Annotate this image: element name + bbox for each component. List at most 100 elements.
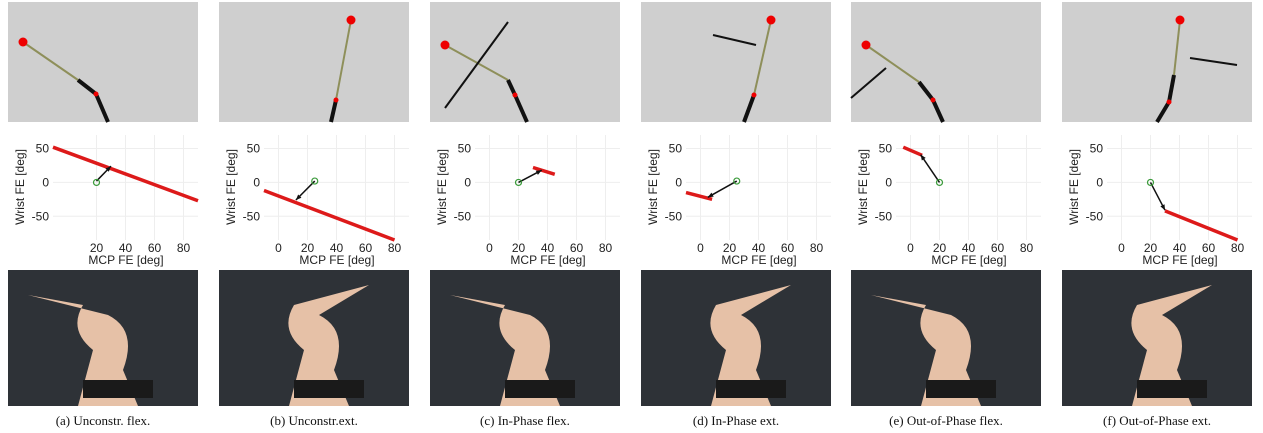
x-tick-label: 0 xyxy=(907,241,914,255)
hand-segment xyxy=(931,99,945,123)
finger-segment xyxy=(22,41,79,81)
hand-photo xyxy=(28,295,138,406)
y-tick-label: 50 xyxy=(247,142,261,156)
joint xyxy=(333,97,339,103)
hand-segment xyxy=(94,93,110,123)
x-tick-label: 60 xyxy=(570,241,584,255)
obstacle xyxy=(1189,57,1238,66)
chart: -50 0 50 0 20 40 60 80 MCP FE [deg] Wrist FE [deg… xyxy=(224,135,409,267)
joint xyxy=(751,92,757,98)
caption: (f) Out-of-Phase ext. xyxy=(1103,413,1211,428)
trajectory-line xyxy=(1164,209,1239,242)
simulation-view xyxy=(641,2,831,122)
x-tick-label: 40 xyxy=(541,241,555,255)
finger-segment xyxy=(1173,19,1181,76)
simulation-view xyxy=(851,2,1041,122)
arrow-head xyxy=(295,194,302,201)
finger-segment xyxy=(753,19,772,96)
target-marker xyxy=(1146,178,1155,187)
x-tick-label: 80 xyxy=(1020,241,1034,255)
y-tick-label: 0 xyxy=(885,175,892,189)
x-axis-label: MCP FE [deg] xyxy=(721,253,796,267)
x-tick-label: 40 xyxy=(752,241,766,255)
target-marker xyxy=(514,178,523,187)
y-axis-label: Wrist FE [deg] xyxy=(1067,149,1081,225)
y-axis-label: Wrist FE [deg] xyxy=(13,149,27,225)
hand-photo xyxy=(710,285,791,406)
joint xyxy=(1166,99,1172,105)
hand-photo xyxy=(450,295,560,406)
y-tick-label: 50 xyxy=(36,142,50,156)
panel: -50 0 50 0 20 40 60 80 MCP FE [deg] Wrist FE [deg… xyxy=(641,2,831,428)
trajectory-line xyxy=(902,145,923,157)
x-tick-label: 20 xyxy=(723,241,737,255)
x-tick-label: 80 xyxy=(810,241,824,255)
y-tick-label: 0 xyxy=(1096,175,1103,189)
y-tick-label: 50 xyxy=(458,142,472,156)
y-axis-label: Wrist FE [deg] xyxy=(856,149,870,225)
obstacle xyxy=(850,67,887,99)
y-tick-label: -50 xyxy=(665,209,683,223)
simulation-view xyxy=(8,2,198,122)
wrist-band xyxy=(294,380,364,398)
x-tick-label: 20 xyxy=(933,241,947,255)
hand-segment xyxy=(917,80,935,102)
y-tick-label: 50 xyxy=(669,142,683,156)
arrow-head xyxy=(1160,204,1165,211)
x-axis-label: MCP FE [deg] xyxy=(299,253,374,267)
y-tick-label: 0 xyxy=(253,175,260,189)
y-tick-label: 0 xyxy=(675,175,682,189)
chart: -50 0 50 0 20 40 60 80 MCP FE [deg] Wrist FE [deg… xyxy=(856,135,1041,267)
joint xyxy=(930,97,936,103)
joint xyxy=(93,91,99,97)
hand-photo xyxy=(871,295,981,406)
chart: -50 0 50 0 20 40 60 80 MCP FE [deg] Wrist FE [deg… xyxy=(646,135,831,267)
hand-segment xyxy=(506,79,517,96)
y-tick-label: 50 xyxy=(879,142,893,156)
arrow-head xyxy=(535,170,542,175)
fingertip xyxy=(1175,15,1185,25)
finger-segment xyxy=(865,44,920,83)
trajectory-line xyxy=(263,188,396,242)
x-tick-label: 60 xyxy=(991,241,1005,255)
hand-photo xyxy=(288,285,369,406)
wrist-band xyxy=(83,380,153,398)
chart: -50 0 50 0 20 40 60 80 MCP FE [deg] Wrist FE [deg… xyxy=(435,135,620,267)
x-tick-label: 20 xyxy=(512,241,526,255)
hand-segment xyxy=(76,78,98,96)
panel: -50 0 50 0 20 40 60 80 MCP FE [deg] Wrist FE [deg… xyxy=(1062,2,1252,428)
x-axis-label: MCP FE [deg] xyxy=(1142,253,1217,267)
wrist-band xyxy=(926,380,996,398)
fingertip xyxy=(766,15,776,25)
target-marker xyxy=(92,178,101,187)
hand-segment xyxy=(329,99,338,123)
caption: (b) Unconstr.ext. xyxy=(270,413,358,428)
trajectory-line xyxy=(532,165,556,176)
x-tick-label: 0 xyxy=(275,241,282,255)
target-marker xyxy=(733,177,741,185)
panel: -50 0 50 0 20 40 60 80 MCP FE [deg] Wrist FE [deg… xyxy=(219,2,409,428)
hand-segment xyxy=(1155,100,1171,124)
x-tick-label: 40 xyxy=(119,241,133,255)
x-tick-label: 40 xyxy=(1173,241,1187,255)
x-axis-label: MCP FE [deg] xyxy=(931,253,1006,267)
x-tick-label: 60 xyxy=(359,241,373,255)
x-tick-label: 40 xyxy=(962,241,976,255)
caption: (e) Out-of-Phase flex. xyxy=(889,413,1003,428)
x-tick-label: 60 xyxy=(1202,241,1216,255)
hand-segment xyxy=(1167,74,1176,103)
finger-segment xyxy=(335,19,352,101)
simulation-view xyxy=(219,2,409,122)
x-tick-label: 40 xyxy=(330,241,344,255)
y-tick-label: -50 xyxy=(454,209,472,223)
y-tick-label: 0 xyxy=(42,175,49,189)
chart: -50 0 50 20 40 60 80 MCP FE [deg] Wrist FE [deg] xyxy=(13,135,199,267)
x-tick-label: 80 xyxy=(388,241,402,255)
x-tick-label: 20 xyxy=(90,241,104,255)
y-axis-label: Wrist FE [deg] xyxy=(435,149,449,225)
x-axis-label: MCP FE [deg] xyxy=(510,253,585,267)
obstacle xyxy=(444,21,509,109)
panel: -50 0 50 20 40 60 80 MCP FE [deg] Wrist FE [deg]… xyxy=(8,2,199,428)
x-tick-label: 0 xyxy=(1118,241,1125,255)
joint xyxy=(512,92,518,98)
